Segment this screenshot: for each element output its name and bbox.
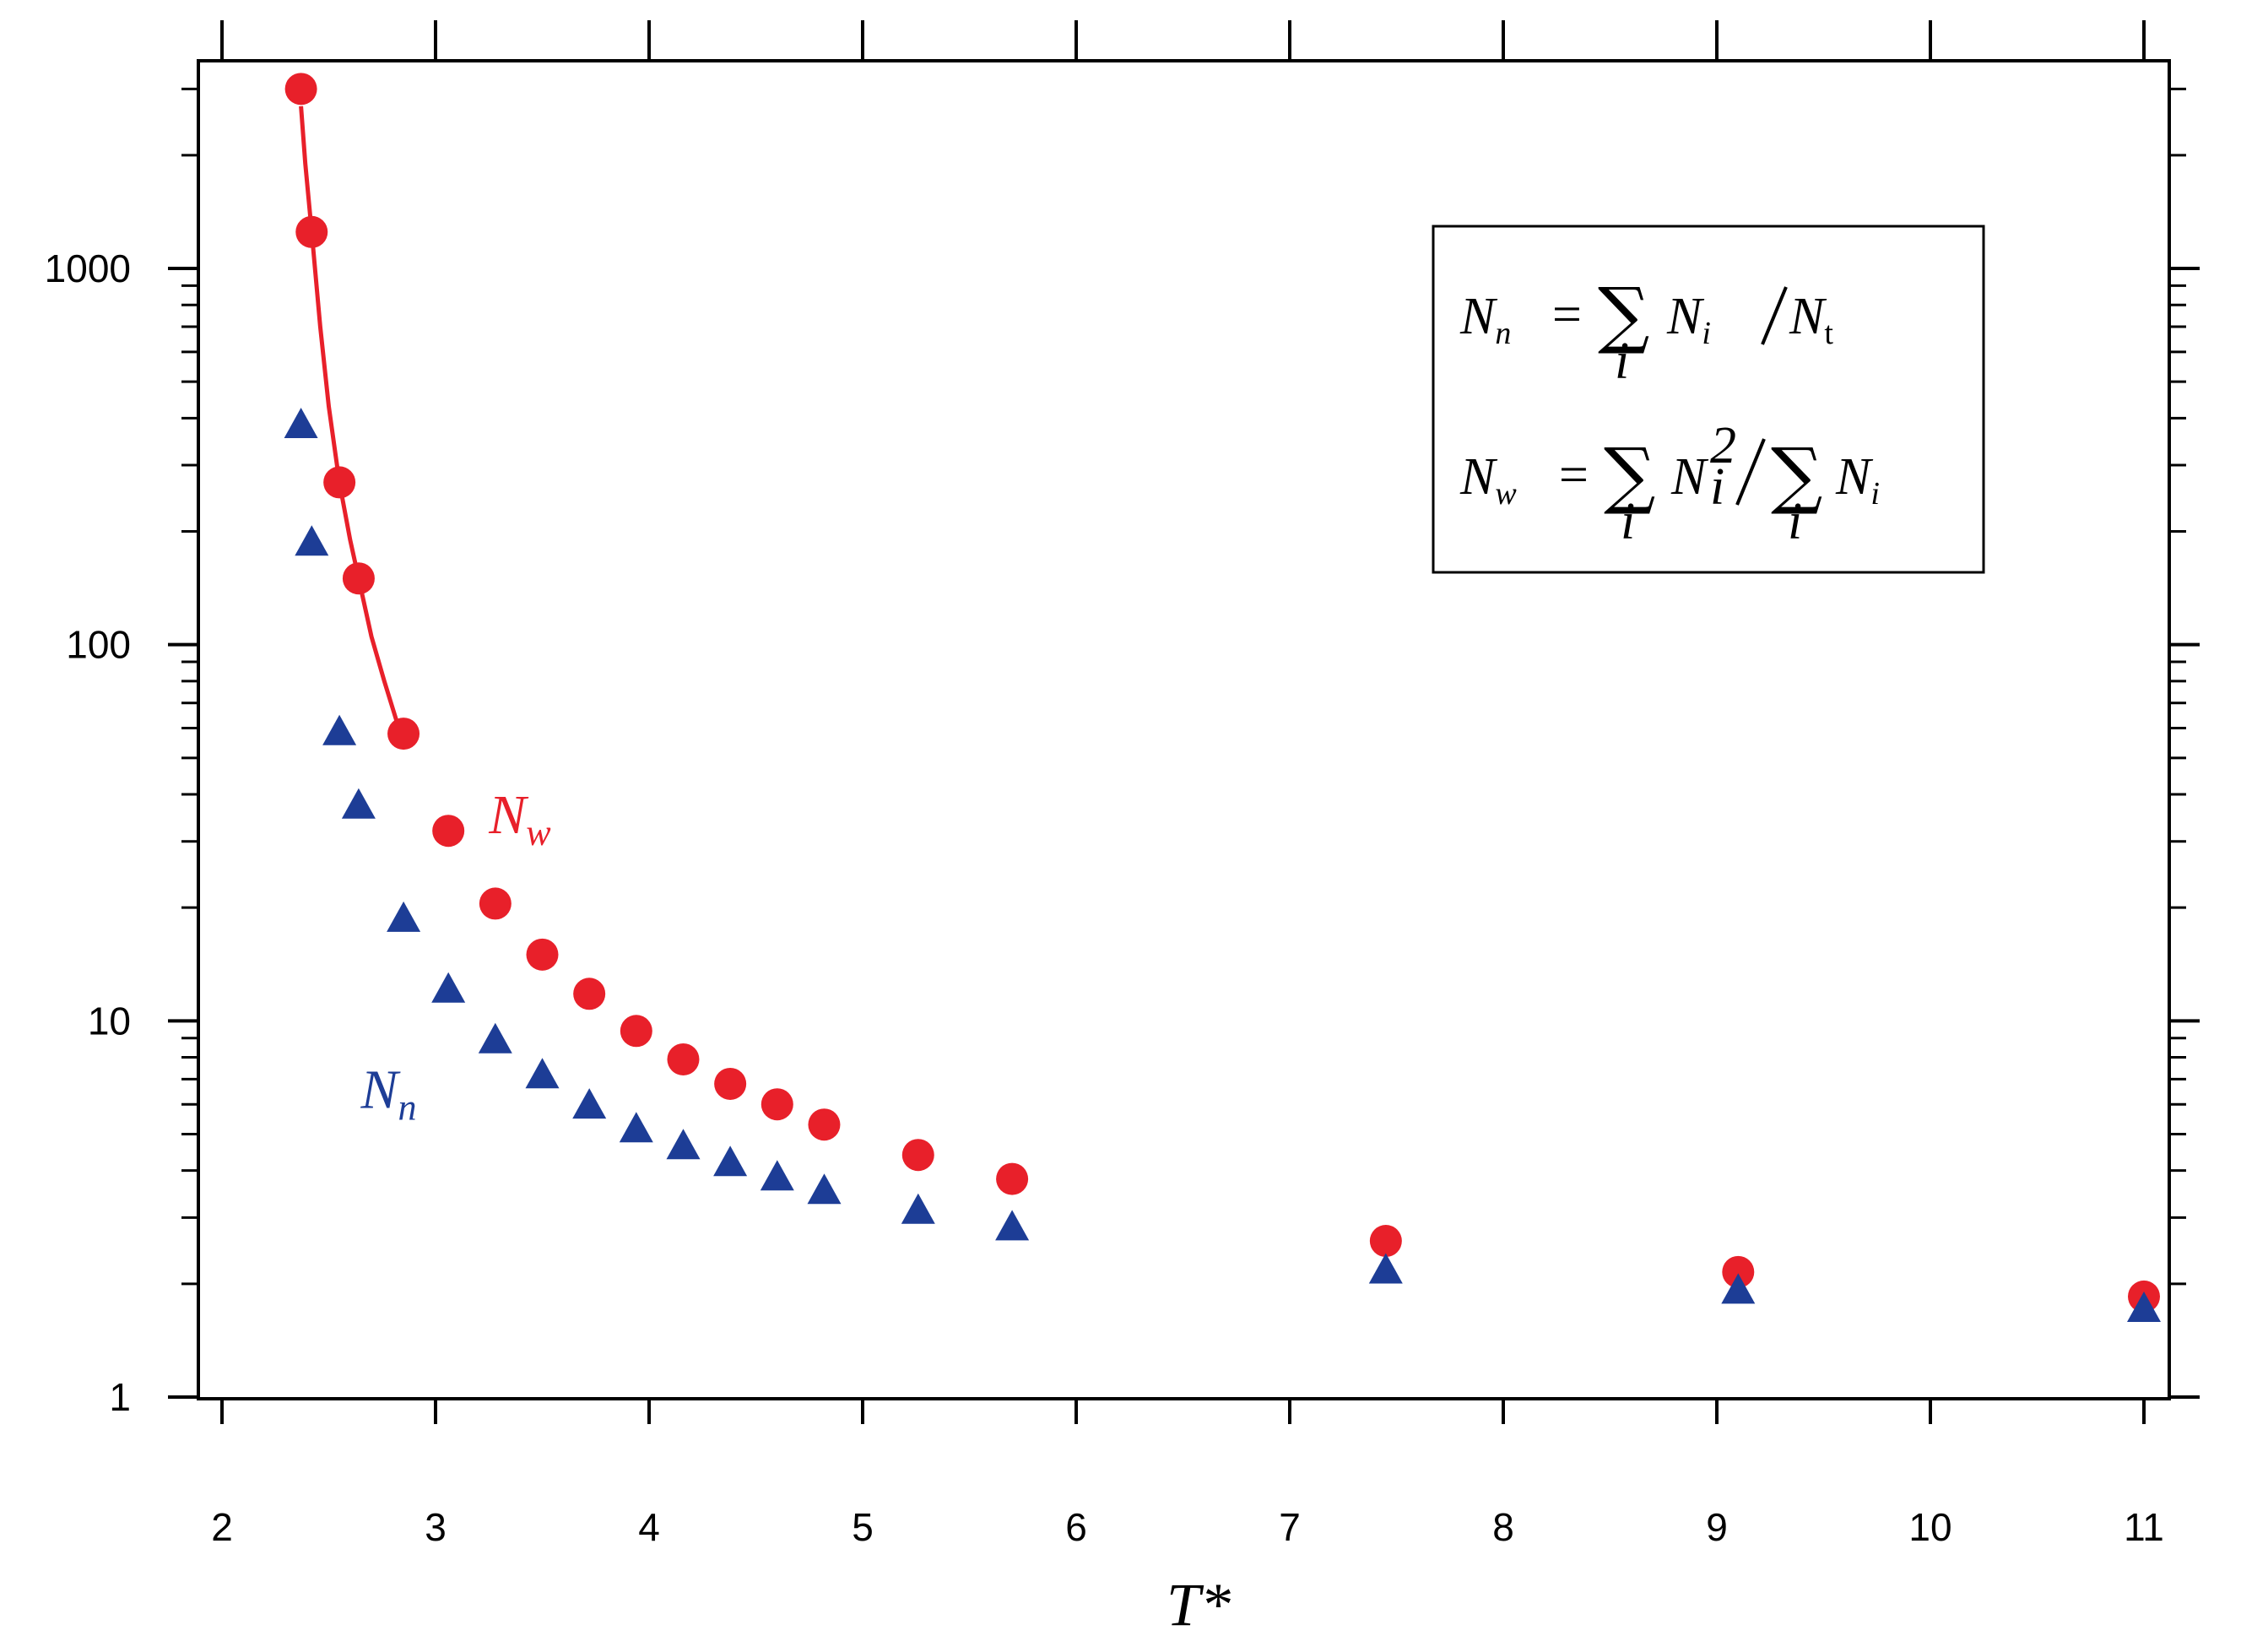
plot-frame	[197, 59, 2171, 1400]
y-tick-label: 1	[109, 1375, 131, 1419]
point-nn	[1721, 1273, 1756, 1304]
point-nn	[322, 714, 357, 745]
formula1-term: Ni	[1666, 288, 1711, 351]
x-tick-label: 9	[1706, 1505, 1728, 1549]
point-nn	[341, 788, 376, 819]
series-label-nn-sub: n	[398, 1087, 416, 1129]
formula1-den: Nt	[1789, 288, 1833, 351]
point-nn	[284, 408, 318, 438]
point-nw	[323, 466, 356, 499]
x-tick-label: 3	[425, 1505, 447, 1549]
y-tick-label: 10	[88, 999, 131, 1043]
formula-legend: Nn = ∑ i Ni Nt Nw = ∑ i N 2 i	[1432, 225, 1985, 574]
point-nw	[761, 1088, 793, 1121]
point-nn	[807, 1173, 842, 1205]
nw-fit-curve	[299, 106, 399, 723]
point-nn	[901, 1193, 935, 1224]
point-nw	[432, 815, 465, 848]
formula2-equals: =	[1556, 447, 1591, 504]
legend-box	[1432, 225, 1985, 574]
point-nw	[295, 215, 328, 248]
formula2-sum2-icon: ∑	[1771, 433, 1822, 517]
formula2-sum2-sub: i	[1788, 493, 1802, 550]
series-label-nn-main: N	[360, 1059, 401, 1121]
point-nn	[525, 1058, 560, 1089]
point-nw	[284, 73, 317, 106]
point-nw	[620, 1015, 652, 1048]
point-nw	[1722, 1255, 1755, 1288]
formula2-sum-icon: ∑	[1604, 433, 1655, 517]
point-nn	[478, 1022, 512, 1053]
point-nn	[572, 1088, 607, 1119]
x-tick-label: 11	[2124, 1505, 2164, 1549]
y-tick-label: 100	[66, 623, 131, 667]
formula2-sum-sub: i	[1621, 493, 1635, 550]
point-nw	[342, 562, 375, 595]
point-nw	[479, 887, 512, 920]
point-nw	[573, 978, 606, 1010]
formula2-term-sup: 2	[1710, 417, 1736, 474]
point-nn	[995, 1210, 1030, 1241]
formula2-slash	[1735, 438, 1766, 506]
formula-nn: Nn = ∑ i Ni Nt	[1459, 273, 1833, 390]
formula1-sum-sub: i	[1615, 333, 1629, 390]
point-nw	[667, 1043, 700, 1075]
formula1-sum-icon: ∑	[1598, 273, 1649, 357]
point-nw	[387, 718, 420, 750]
series-label-nw: Nw	[488, 784, 551, 853]
formula-nw: Nw = ∑ i N 2 i ∑ i Ni	[1459, 417, 1880, 550]
formula2-den: Ni	[1835, 448, 1880, 512]
data-points	[284, 73, 2161, 1322]
formula1-lhs: Nn	[1459, 288, 1511, 351]
x-axis-title: T*	[1167, 1571, 1231, 1638]
axis-ticks	[168, 20, 2200, 1424]
x-tick-label: 8	[1492, 1505, 1514, 1549]
x-tick-label: 5	[852, 1505, 874, 1549]
x-tick-label: 4	[638, 1505, 660, 1549]
x-tick-label: 2	[211, 1505, 233, 1549]
point-nw	[996, 1162, 1029, 1195]
formula1-slash	[1761, 286, 1788, 345]
series-label-nw-main: N	[488, 784, 529, 846]
point-nn	[431, 972, 466, 1003]
point-nn	[1368, 1253, 1403, 1284]
point-nw	[714, 1067, 747, 1100]
formula2-term: N	[1670, 448, 1709, 506]
series-label-nw-sub: w	[526, 812, 551, 853]
formula2-lhs: Nw	[1459, 448, 1517, 512]
point-nw	[901, 1139, 934, 1172]
formula2-term-sub: i	[1710, 458, 1724, 516]
formula1-equals: =	[1549, 286, 1584, 344]
point-nn	[387, 901, 421, 932]
point-nn	[2127, 1292, 2161, 1322]
point-nn	[619, 1112, 653, 1143]
x-tick-label: 6	[1065, 1505, 1087, 1549]
point-nw	[808, 1108, 841, 1141]
x-tick-label: 7	[1279, 1505, 1301, 1549]
point-nn	[295, 525, 329, 556]
point-nw	[526, 938, 559, 971]
point-nn	[666, 1129, 701, 1160]
y-tick-label: 1000	[45, 246, 131, 290]
point-nn	[760, 1160, 794, 1191]
point-nn	[713, 1146, 748, 1177]
series-label-nn: Nn	[360, 1059, 416, 1129]
x-tick-label: 10	[1908, 1505, 1951, 1549]
point-nw	[1369, 1225, 1402, 1258]
